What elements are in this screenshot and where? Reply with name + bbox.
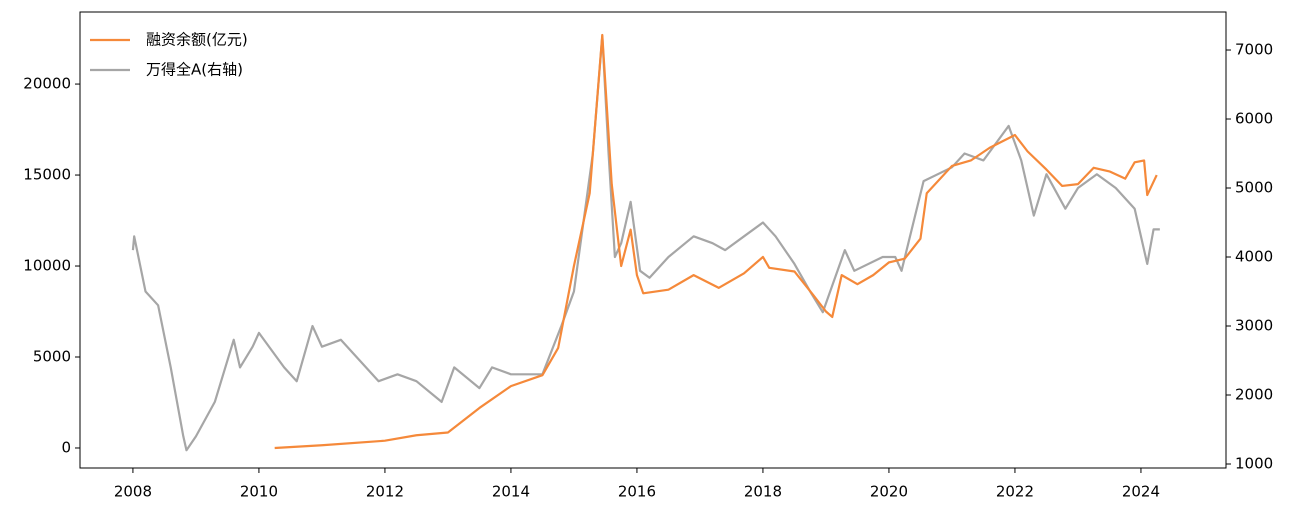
series-line <box>131 35 1160 452</box>
x-tick-label: 2022 <box>996 483 1034 501</box>
y-tick-label: 20000 <box>23 75 71 93</box>
y2-tick-label: 4000 <box>1235 248 1273 266</box>
x-tick-label: 2018 <box>744 483 782 501</box>
plot-frame <box>79 11 1227 469</box>
y2-tick-label: 1000 <box>1235 454 1273 472</box>
x-tick-label: 2012 <box>366 483 404 501</box>
y-tick-label: 0 <box>61 438 71 456</box>
y2-tick-label: 3000 <box>1235 317 1273 335</box>
y2-tick-label: 7000 <box>1235 41 1273 59</box>
legend-label: 万得全A(右轴) <box>146 61 243 79</box>
legend-label: 融资余额(亿元) <box>146 31 248 49</box>
x-tick-label: 2010 <box>240 483 278 501</box>
y-tick-label: 5000 <box>33 348 71 366</box>
y-tick-label: 15000 <box>23 166 71 184</box>
y2-tick-label: 2000 <box>1235 386 1273 404</box>
x-tick-label: 2020 <box>870 483 908 501</box>
x-tick-label: 2024 <box>1122 483 1160 501</box>
x-tick-label: 2016 <box>618 483 656 501</box>
y2-tick-label: 5000 <box>1235 179 1273 197</box>
series-line <box>274 33 1158 450</box>
x-tick-label: 2014 <box>492 483 530 501</box>
x-tick-label: 2008 <box>114 483 152 501</box>
y-tick-label: 10000 <box>23 257 71 275</box>
y2-tick-label: 6000 <box>1235 110 1273 128</box>
